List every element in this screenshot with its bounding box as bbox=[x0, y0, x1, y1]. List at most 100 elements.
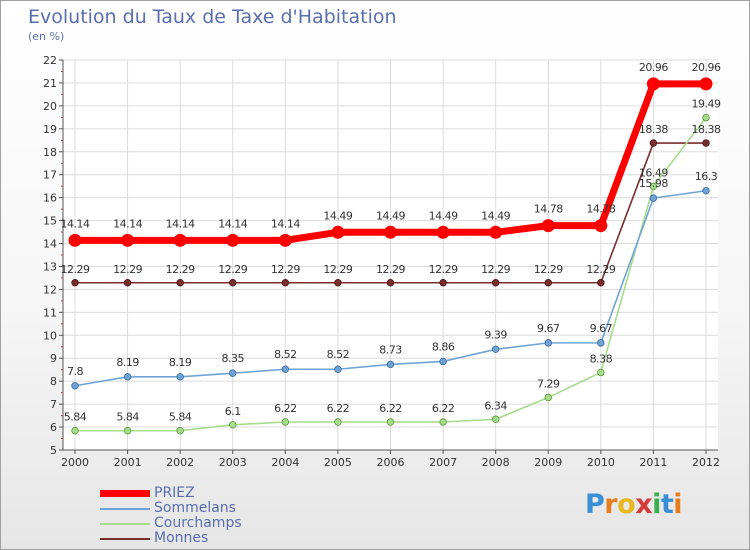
data-label: 14.49 bbox=[481, 209, 510, 222]
data-label: 9.67 bbox=[537, 322, 560, 335]
legend-label: Monnes bbox=[154, 530, 209, 546]
data-point bbox=[491, 415, 500, 423]
data-label: 5.84 bbox=[116, 411, 139, 424]
x-tick-label: 2008 bbox=[482, 456, 510, 469]
y-tick-label: 15 bbox=[43, 215, 57, 228]
data-label: 14.49 bbox=[323, 209, 352, 222]
data-point bbox=[71, 427, 79, 435]
x-tick-label: 2000 bbox=[61, 456, 89, 469]
data-label: 14.14 bbox=[166, 217, 195, 230]
data-label: 20.96 bbox=[692, 61, 721, 74]
data-label: 20.96 bbox=[639, 61, 668, 74]
x-tick-label: 2006 bbox=[377, 456, 405, 469]
data-label: 12.29 bbox=[376, 263, 405, 276]
data-label: 5.84 bbox=[169, 411, 192, 424]
x-tick-label: 2004 bbox=[271, 456, 299, 469]
x-tick-label: 2005 bbox=[324, 456, 352, 469]
legend-label: Sommelans bbox=[154, 500, 236, 516]
data-label: 16.49 bbox=[639, 166, 668, 179]
data-label: 12.29 bbox=[113, 263, 142, 276]
legend-swatch bbox=[100, 508, 150, 510]
data-label: 6.1 bbox=[225, 405, 241, 418]
logo-letter: P bbox=[585, 489, 605, 520]
x-tick-label: 2011 bbox=[639, 456, 667, 469]
data-label: 8.73 bbox=[379, 343, 402, 356]
data-label: 6.22 bbox=[432, 402, 455, 415]
legend-swatch bbox=[100, 523, 150, 525]
data-label: 12.29 bbox=[218, 263, 247, 276]
data-label: 12.29 bbox=[429, 263, 458, 276]
data-point bbox=[597, 279, 605, 287]
logo-letter: t bbox=[660, 489, 674, 520]
data-label: 8.19 bbox=[169, 356, 192, 369]
data-point bbox=[173, 233, 187, 247]
data-point bbox=[68, 233, 82, 247]
y-tick-label: 13 bbox=[43, 260, 57, 273]
data-point bbox=[594, 219, 608, 233]
data-point bbox=[597, 368, 605, 377]
data-point bbox=[491, 279, 500, 287]
data-point bbox=[176, 373, 184, 381]
data-point bbox=[71, 279, 79, 287]
data-point bbox=[71, 382, 79, 390]
data-point bbox=[123, 427, 132, 435]
data-label: 6.22 bbox=[274, 402, 297, 415]
legend-item: Monnes bbox=[100, 530, 300, 546]
y-tick-label: 22 bbox=[43, 54, 57, 67]
data-point bbox=[384, 225, 397, 239]
data-label: 12.29 bbox=[534, 263, 563, 276]
data-point bbox=[436, 225, 450, 239]
legend-item: Courchamps bbox=[100, 515, 300, 531]
data-point bbox=[123, 373, 132, 381]
chart-title: Evolution du Taux de Taxe d'Habitation bbox=[28, 6, 397, 28]
data-label: 7.29 bbox=[537, 377, 560, 390]
data-label: 14.49 bbox=[376, 209, 405, 222]
x-tick-label: 2007 bbox=[429, 456, 457, 469]
y-tick-label: 10 bbox=[43, 329, 57, 342]
data-point bbox=[229, 369, 237, 377]
data-point bbox=[649, 182, 658, 191]
data-label: 9.39 bbox=[484, 328, 507, 341]
y-tick-label: 21 bbox=[43, 77, 57, 90]
data-point bbox=[699, 77, 713, 91]
y-tick-label: 19 bbox=[43, 123, 57, 136]
logo-letter: i bbox=[652, 489, 661, 520]
data-point bbox=[176, 279, 184, 287]
data-label: 8.38 bbox=[590, 352, 613, 365]
y-tick-label: 9 bbox=[50, 352, 57, 365]
y-tick-label: 11 bbox=[43, 306, 57, 319]
y-tick-label: 14 bbox=[43, 238, 57, 251]
data-point bbox=[439, 418, 447, 426]
legend-swatch bbox=[100, 490, 150, 497]
logo-letter: r bbox=[604, 489, 618, 520]
legend: PRIEZ Sommelans Courchamps Monnes bbox=[100, 485, 300, 546]
data-point bbox=[702, 113, 710, 122]
data-point bbox=[334, 418, 342, 426]
data-label: 8.52 bbox=[327, 348, 350, 361]
data-point bbox=[386, 360, 395, 369]
data-label: 6.22 bbox=[327, 402, 350, 415]
logo-letter: i bbox=[673, 489, 683, 520]
logo-letter: x bbox=[635, 489, 653, 520]
y-tick-label: 16 bbox=[43, 192, 57, 205]
data-point bbox=[544, 339, 552, 347]
y-tick-label: 18 bbox=[43, 146, 57, 159]
data-label: 8.52 bbox=[274, 348, 297, 361]
y-tick-label: 17 bbox=[43, 169, 57, 182]
x-tick-label: 2002 bbox=[166, 456, 194, 469]
data-point bbox=[281, 365, 290, 373]
data-label: 16.3 bbox=[695, 170, 718, 183]
data-label: 15.98 bbox=[639, 177, 668, 190]
data-point bbox=[334, 279, 342, 287]
data-label: 18.38 bbox=[692, 123, 721, 136]
data-label: 12.29 bbox=[61, 263, 90, 276]
proxiti-logo: Proxiti bbox=[585, 489, 683, 520]
data-point bbox=[123, 279, 132, 287]
data-point bbox=[281, 418, 290, 426]
data-label: 19.49 bbox=[692, 98, 721, 111]
data-label: 8.86 bbox=[432, 340, 455, 353]
data-label: 14.78 bbox=[586, 203, 615, 216]
y-tick-label: 8 bbox=[50, 375, 57, 388]
data-point bbox=[649, 194, 658, 202]
data-point bbox=[544, 279, 552, 287]
